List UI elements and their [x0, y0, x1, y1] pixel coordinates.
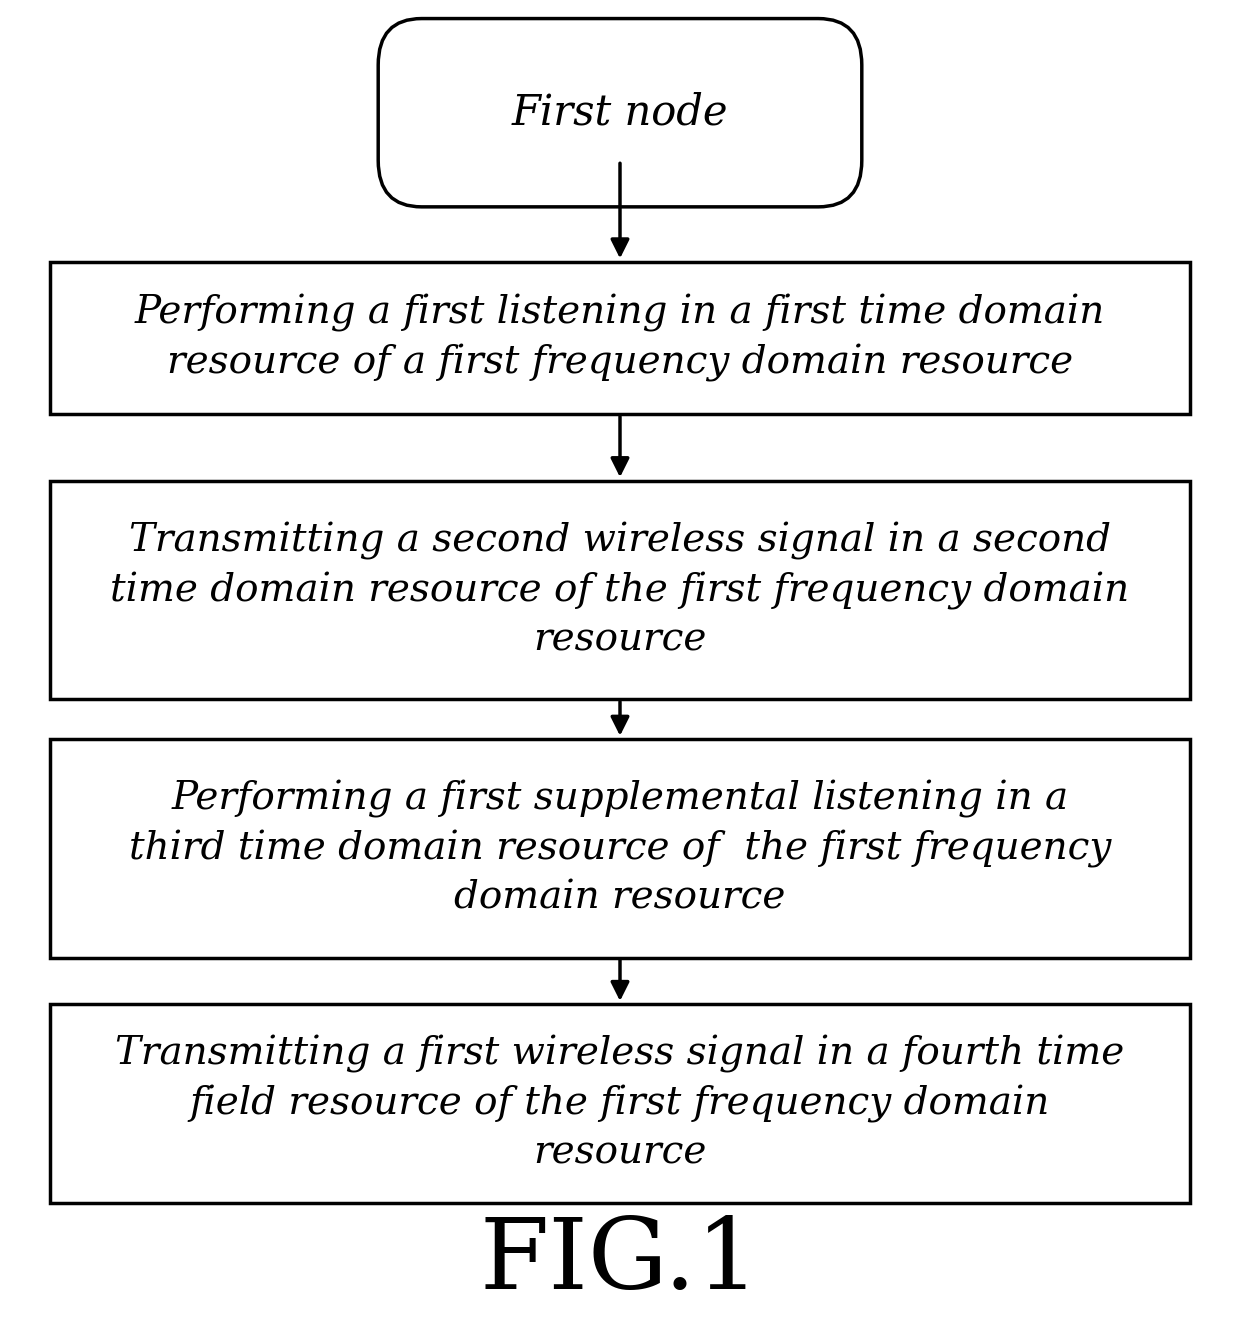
Text: Performing a first listening in a first time domain
resource of a first frequenc: Performing a first listening in a first … [135, 294, 1105, 382]
Text: First node: First node [512, 91, 728, 134]
Text: Performing a first supplemental listening in a
third time domain resource of  th: Performing a first supplemental listenin… [129, 781, 1111, 916]
FancyBboxPatch shape [378, 19, 862, 207]
FancyBboxPatch shape [50, 740, 1190, 957]
FancyBboxPatch shape [50, 1004, 1190, 1203]
FancyBboxPatch shape [50, 480, 1190, 699]
FancyBboxPatch shape [50, 263, 1190, 414]
Text: Transmitting a first wireless signal in a fourth time
field resource of the firs: Transmitting a first wireless signal in … [115, 1036, 1125, 1171]
Text: FIG.1: FIG.1 [480, 1215, 760, 1310]
Text: Transmitting a second wireless signal in a second
time domain resource of the fi: Transmitting a second wireless signal in… [110, 522, 1130, 658]
